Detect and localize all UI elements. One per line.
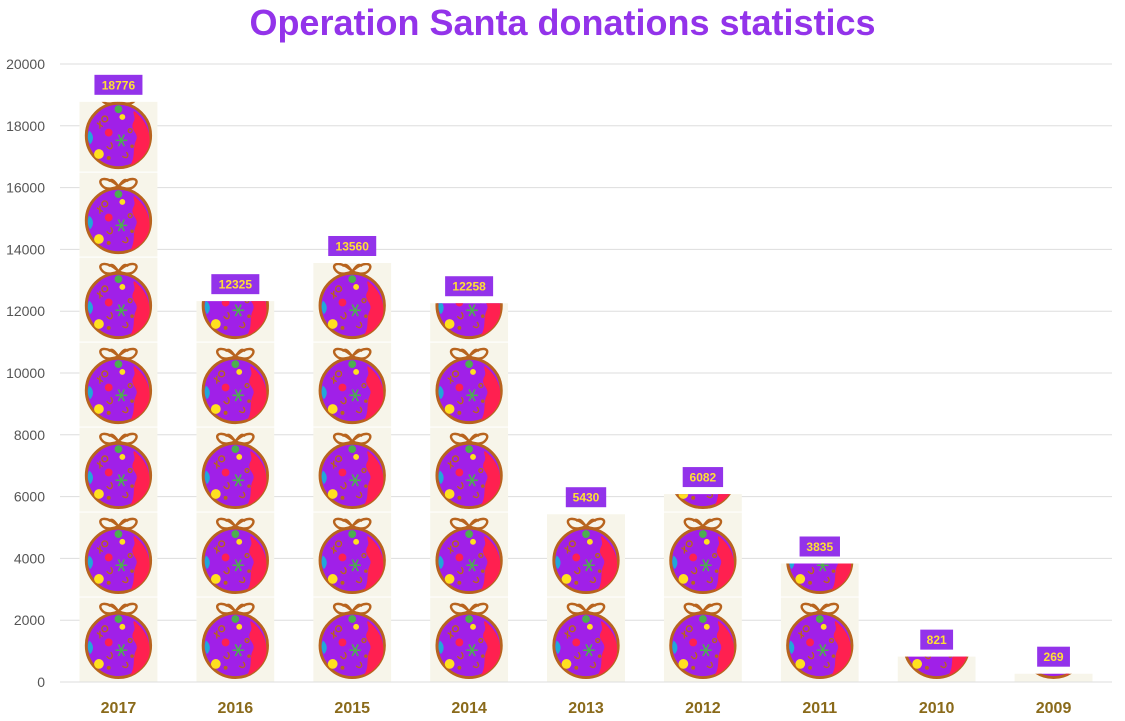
bar-2016 xyxy=(196,301,275,682)
y-tick-label: 8000 xyxy=(14,427,45,443)
data-label: 821 xyxy=(920,629,954,650)
x-tick-label: 2012 xyxy=(685,700,721,717)
data-label-badge xyxy=(1037,646,1070,667)
x-tick-label: 2016 xyxy=(218,700,254,717)
x-tick-label: 2015 xyxy=(334,700,370,717)
data-label-value: 5430 xyxy=(573,491,600,505)
ornament-icon xyxy=(79,256,158,344)
data-label: 269 xyxy=(1037,646,1070,667)
ornament-icon xyxy=(313,341,392,428)
ornament-icon xyxy=(1014,673,1093,683)
x-tick-label: 2011 xyxy=(802,700,837,717)
data-label: 12325 xyxy=(211,274,260,295)
y-tick-label: 12000 xyxy=(6,303,45,319)
data-label-badge xyxy=(445,276,494,297)
data-label: 3835 xyxy=(799,536,840,557)
ornament-icon xyxy=(430,303,509,344)
data-label-badge xyxy=(920,629,954,650)
data-labels: 18776 12325 13560 12258 5430 6082 3835 821 269 xyxy=(94,74,1070,667)
data-label-badge xyxy=(682,467,724,488)
data-label: 18776 xyxy=(94,74,143,95)
ornament-icon xyxy=(79,341,158,428)
y-tick-label: 2000 xyxy=(14,612,45,628)
ornament-icon xyxy=(663,511,742,598)
x-tick-label: 2010 xyxy=(919,700,955,717)
data-label: 5430 xyxy=(565,487,607,508)
ornament-icon xyxy=(79,596,158,683)
x-axis: 2017 2016 2015 2014 2013 2012 2011 2010 2009 xyxy=(101,700,1072,717)
y-tick-label: 6000 xyxy=(14,489,45,505)
bar-2014 xyxy=(430,303,509,682)
ornament-icon xyxy=(196,596,275,682)
data-label-badge xyxy=(799,536,840,557)
x-tick-label: 2013 xyxy=(568,700,604,717)
x-tick-label: 2017 xyxy=(101,700,137,717)
ornament-icon xyxy=(313,596,392,682)
bars xyxy=(79,101,1093,683)
data-label-badge xyxy=(94,74,143,95)
y-axis: 0 2000 4000 6000 8000 10000 12000 14000 16000 180… xyxy=(6,56,45,690)
y-tick-label: 18000 xyxy=(6,118,45,134)
bar-2017 xyxy=(79,101,158,683)
bar-2013 xyxy=(547,514,625,683)
x-tick-label: 2014 xyxy=(451,700,487,717)
bar-2012 xyxy=(663,494,742,682)
data-label-value: 13560 xyxy=(336,239,370,253)
data-label-value: 821 xyxy=(927,633,947,647)
bar-2015 xyxy=(313,262,392,682)
ornament-icon xyxy=(430,511,509,598)
ornament-icon xyxy=(79,101,158,174)
ornament-icon xyxy=(313,262,392,344)
y-tick-label: 16000 xyxy=(6,180,45,196)
data-label: 13560 xyxy=(328,235,377,256)
data-label-value: 6082 xyxy=(690,471,717,485)
y-tick-label: 4000 xyxy=(14,550,45,566)
ornament-icon xyxy=(79,426,158,513)
chart-title: Operation Santa donations statistics xyxy=(249,2,876,43)
ornament-icon xyxy=(430,426,509,513)
x-tick-label: 2009 xyxy=(1036,700,1072,717)
bar-2009 xyxy=(1014,673,1093,683)
ornament-icon xyxy=(79,511,158,598)
data-label-value: 269 xyxy=(1044,650,1064,664)
ornament-icon xyxy=(430,596,509,682)
ornament-icon xyxy=(313,426,392,513)
ornament-icon xyxy=(663,596,742,682)
data-label-badge xyxy=(211,274,260,295)
ornament-icon xyxy=(196,301,275,344)
data-label-badge xyxy=(565,487,607,508)
ornament-icon xyxy=(780,596,859,682)
data-label-value: 12325 xyxy=(219,278,253,292)
data-label: 12258 xyxy=(445,276,494,297)
ornament-icon xyxy=(196,341,275,428)
data-label-value: 18776 xyxy=(102,78,136,92)
data-label-badge xyxy=(328,235,377,256)
data-label: 6082 xyxy=(682,467,724,488)
y-tick-label: 10000 xyxy=(6,365,45,381)
ornament-icon xyxy=(196,511,275,598)
ornament-icon xyxy=(547,596,625,683)
data-label-value: 12258 xyxy=(452,280,486,294)
y-tick-label: 14000 xyxy=(6,241,45,257)
ornament-icon xyxy=(313,511,392,598)
ornament-icon xyxy=(547,514,625,598)
y-tick-label: 0 xyxy=(37,674,45,690)
ornament-icon xyxy=(196,426,275,513)
ornament-icon xyxy=(430,341,509,428)
y-tick-label: 20000 xyxy=(6,56,45,72)
ornament-icon xyxy=(79,171,158,259)
data-label-value: 3835 xyxy=(806,540,833,554)
